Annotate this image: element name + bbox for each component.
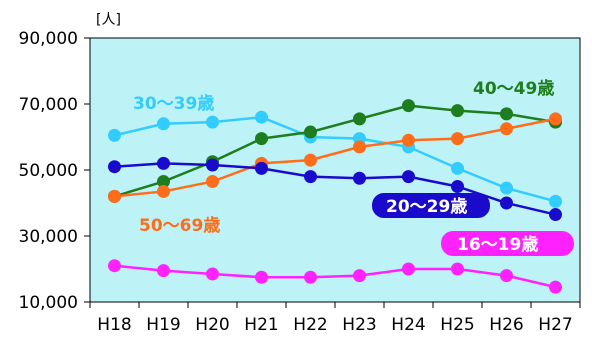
data-point [402, 262, 415, 276]
data-point [206, 267, 219, 281]
series-line [114, 115, 556, 203]
x-tick-label: H25 [440, 315, 474, 335]
series-label-16-19: 16〜19歳 [457, 234, 538, 255]
x-tick-label: H21 [244, 315, 278, 335]
data-point [304, 153, 317, 167]
x-tick-label: H27 [538, 315, 572, 335]
data-point [206, 175, 219, 189]
data-point [549, 208, 562, 222]
data-point [402, 99, 415, 113]
data-point [108, 189, 121, 203]
y-tick-label: 90,000 [19, 29, 78, 49]
data-point [451, 104, 464, 118]
data-point [353, 171, 366, 185]
series-points [108, 99, 562, 294]
data-point [108, 128, 121, 142]
data-point [108, 259, 121, 273]
data-point [549, 112, 562, 126]
y-tick-label: 30,000 [19, 227, 78, 247]
series-line [114, 104, 556, 198]
x-tick-label: H20 [195, 315, 229, 335]
x-tick-label: H24 [391, 315, 425, 335]
data-point [157, 117, 170, 131]
data-point [157, 175, 170, 189]
series-label-50-69: 50〜69歳 [139, 215, 220, 236]
data-point [206, 158, 219, 172]
series-lines [114, 104, 556, 289]
series-label-20-29: 20〜29歳 [386, 196, 467, 217]
data-point [500, 269, 513, 283]
y-tick-label: 70,000 [19, 95, 78, 115]
y-axis-unit: [人] [96, 12, 121, 28]
x-tick-label: H26 [489, 315, 523, 335]
data-point [402, 170, 415, 184]
data-point [451, 180, 464, 193]
data-point [353, 140, 366, 154]
series-label-30-39: 30〜39歳 [133, 93, 214, 114]
data-point [157, 184, 170, 198]
data-point [353, 269, 366, 283]
data-point [255, 110, 268, 124]
x-tick-label: H23 [342, 315, 376, 335]
data-point [255, 132, 268, 146]
data-point [255, 270, 268, 284]
plot-area [89, 37, 581, 303]
data-point [549, 194, 562, 208]
series-label-40-49: 40〜49歳 [473, 78, 554, 99]
data-point [157, 264, 170, 278]
x-axis-ticks: H18 H19 H20 H21 H22 H23 H24 H25 H26 H27 [89, 302, 581, 335]
data-point [402, 133, 415, 147]
x-tick-label: H18 [97, 315, 131, 335]
y-tick-label: 50,000 [19, 161, 78, 181]
data-point [304, 270, 317, 284]
data-point [500, 122, 513, 136]
data-point [451, 161, 464, 175]
y-tick-label: 10,000 [19, 293, 78, 313]
data-point [206, 115, 219, 129]
data-point [500, 107, 513, 121]
y-axis-ticks: 10,000 30,000 50,000 70,000 90,000 [19, 29, 90, 313]
data-point [451, 262, 464, 276]
data-point [353, 112, 366, 126]
series-label-16-19-badge [441, 231, 574, 256]
data-point [157, 156, 170, 170]
series-line [114, 117, 556, 198]
x-tick-label: H22 [293, 315, 327, 335]
data-point [549, 280, 562, 294]
data-point [500, 181, 513, 195]
x-tick-label: H19 [146, 315, 180, 335]
data-point [500, 196, 513, 210]
data-point [255, 161, 268, 175]
data-point [304, 125, 317, 139]
data-point [304, 170, 317, 184]
series-label-20-29-badge [372, 193, 490, 218]
series-line [114, 264, 556, 289]
data-point [108, 160, 121, 174]
data-point [451, 132, 464, 146]
